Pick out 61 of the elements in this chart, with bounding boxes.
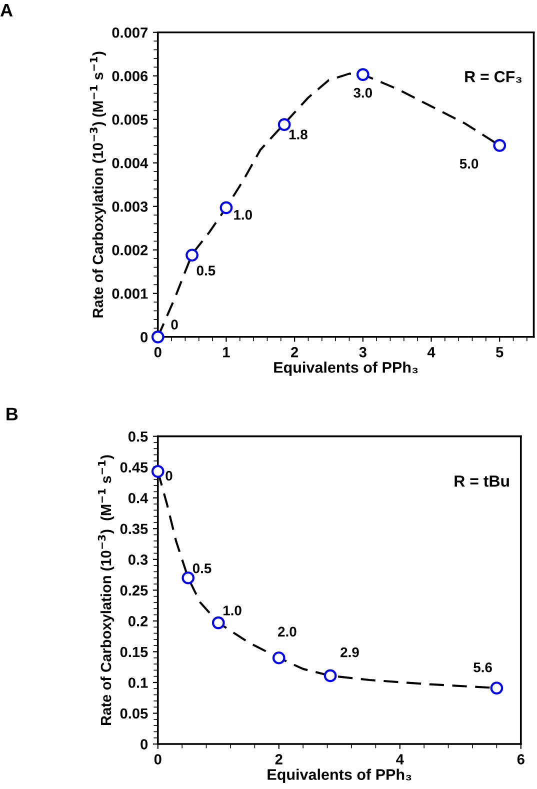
point (490, 682, 504, 694)
point (324, 669, 337, 682)
y-axis-title: Rate of Carboxylation (10$^{−3}$) (M$^{−1}$ s$^{−1}$) (98, 455, 114, 725)
point (151, 464, 164, 478)
annotation: 5.0 (460, 158, 478, 169)
annotation: 1.0 (234, 210, 252, 220)
y-tick-label: 0.15 (120, 646, 148, 658)
annotation: R = CF₃ (465, 71, 522, 83)
point (278, 118, 291, 132)
y-tick-label: 0 (140, 332, 148, 342)
y-tick-label: 0.35 (120, 524, 148, 534)
x-tick-label: 4 (396, 754, 404, 764)
y-tick-label: 0.2 (128, 616, 148, 626)
point (493, 139, 506, 152)
annotation: 1.8 (289, 130, 308, 140)
y-axis-title: Rate of Carboxylation (10$^{−3}$) (M$^{−1}$ s$^{−1}$) (90, 52, 106, 318)
y-tick-label: 0.5 (128, 431, 148, 442)
x-tick-label: 3 (359, 347, 366, 358)
y-tick-label: 0.006 (112, 70, 148, 82)
text: B (6, 408, 18, 420)
annotation: 2.9 (340, 647, 359, 658)
text: A (0, 4, 13, 16)
x-tick-label: 2 (291, 347, 298, 358)
y-tick-label: 0.05 (120, 708, 148, 719)
x-tick-label: 0 (154, 754, 162, 764)
annotation: 1.0 (223, 606, 242, 616)
y-tick-label: 0.4 (128, 492, 148, 504)
x-tick-label: 4 (427, 347, 436, 358)
annotation: 0 (166, 470, 172, 481)
y-tick-label: 0.001 (112, 288, 148, 299)
annotation: 0 (171, 320, 178, 330)
y-tick-label: 0.007 (112, 27, 148, 38)
point (182, 571, 195, 584)
y-tick-label: 0.003 (112, 201, 148, 212)
x-tick-label: 2 (275, 754, 282, 764)
x-tick-label: 0 (154, 347, 162, 358)
y-tick-label: 0.25 (120, 585, 148, 596)
point (220, 201, 233, 214)
x-tick-label: 1 (223, 347, 230, 358)
x-axis-title: Equivalents of PPh₃ (274, 362, 418, 376)
y-tick-label: 0.1 (128, 678, 148, 688)
x-tick-label: 6 (517, 754, 524, 764)
y-tick-label: 0.45 (120, 462, 148, 473)
y-tick-label: 0.3 (128, 554, 148, 565)
annotation: 0.5 (196, 266, 216, 276)
point (186, 248, 198, 262)
y-tick-label: 0 (140, 739, 148, 750)
point (356, 68, 370, 81)
y-tick-label: 0.004 (112, 158, 148, 168)
annotation: 2.0 (278, 626, 296, 637)
annotation: 5.6 (474, 662, 492, 672)
y-tick-label: 0.002 (112, 244, 148, 256)
annotation: 0.5 (192, 563, 212, 574)
x-tick-label: 5 (496, 347, 504, 358)
annotation: 3.0 (354, 88, 372, 98)
point (212, 616, 225, 630)
point (151, 330, 164, 344)
x-axis-title: Equivalents of PPh₃ (268, 768, 412, 783)
y-tick-label: 0.005 (112, 114, 148, 125)
point (272, 651, 286, 664)
annotation: R = tBu (454, 476, 509, 487)
